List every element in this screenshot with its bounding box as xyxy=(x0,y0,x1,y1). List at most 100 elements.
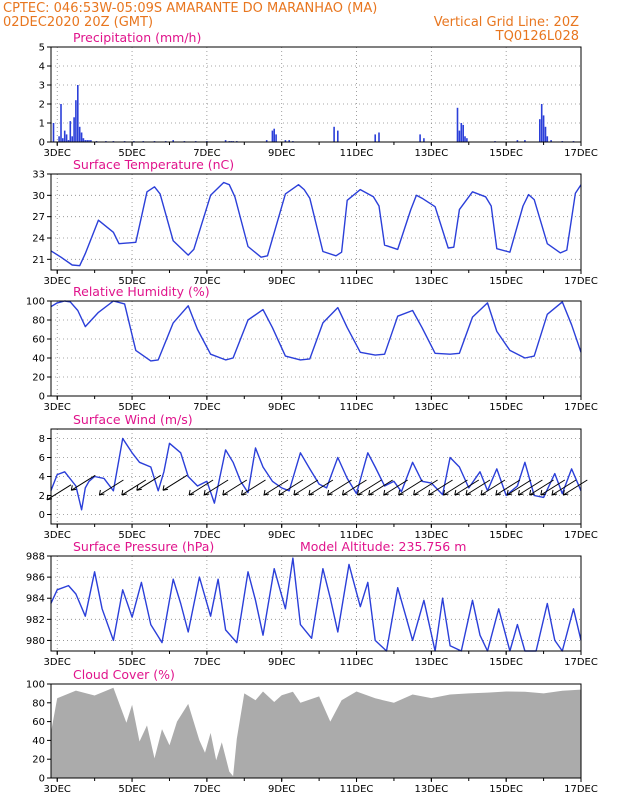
wind-arrow-head xyxy=(188,489,195,496)
rh-ytick-label: 20 xyxy=(32,373,45,384)
precip-ytick-label: 3 xyxy=(39,81,45,92)
wind-series-line xyxy=(50,437,582,511)
rh-ytick-label: 80 xyxy=(32,316,45,327)
precip-ytick-label: 0 xyxy=(39,138,45,149)
wind-arrow-head xyxy=(398,489,404,496)
precip-bar xyxy=(82,138,85,142)
wind-ytick-label: 0 xyxy=(39,510,45,521)
wind-arrow xyxy=(428,479,453,496)
wind-arrow-head xyxy=(480,489,487,496)
wind-arrow-head xyxy=(413,489,419,496)
precip-bar xyxy=(466,138,468,142)
cloud-xtick-label: 9DEC xyxy=(268,784,295,795)
pres-xtick-label: 11DEC xyxy=(340,657,374,668)
rh-panel: 0 20 40 60 80 100 3DEC 5DEC 7DEC 9DEC 11DEC 13DEC 15… xyxy=(26,284,598,413)
pres-xtick-label: 15DEC xyxy=(489,657,523,668)
cloud-xtick-label: 17DEC xyxy=(564,784,598,795)
precip-ytick-label: 2 xyxy=(39,100,45,111)
wind-arrow xyxy=(188,479,214,496)
wind-arrow xyxy=(454,479,480,496)
wind-arrow-head xyxy=(529,489,535,496)
wind-arrow-head xyxy=(368,489,374,496)
wind-arrow-head xyxy=(308,489,314,496)
wind-arrow xyxy=(278,479,304,496)
pres-subtitle: Model Altitude: 235.756 m xyxy=(300,539,466,554)
cloud-ytick-label: 60 xyxy=(32,717,45,728)
cloud-xtick-label: 15DEC xyxy=(489,784,523,795)
wind-arrow xyxy=(529,479,554,496)
wind-arrow xyxy=(551,479,577,496)
pres-xtick-label: 3DEC xyxy=(44,657,71,668)
rh-ytick-label: 40 xyxy=(32,354,45,365)
wind-xtick-label: 9DEC xyxy=(268,530,295,541)
temp-ytick-label: 27 xyxy=(32,212,45,223)
cloud-xtick-label: 3DEC xyxy=(44,784,71,795)
wind-arrow-head xyxy=(278,489,284,496)
wind-arrow xyxy=(465,479,491,496)
precip-title: Precipitation (mm/h) xyxy=(73,30,201,45)
pres-ytick-label: 988 xyxy=(26,552,45,563)
precip-bar xyxy=(71,136,73,142)
pres-series-line xyxy=(50,557,582,652)
wind-arrow-head xyxy=(70,485,77,491)
cloud-ytick-label: 0 xyxy=(39,774,45,785)
temp-title: Surface Temperature (nC) xyxy=(73,157,234,172)
temp-series-line xyxy=(50,181,582,267)
header-location: CPTEC: 046:53W-05:09S AMARANTE DO MARANH… xyxy=(3,1,377,16)
temp-xtick-label: 9DEC xyxy=(268,276,295,287)
precip-bar xyxy=(78,126,81,142)
precip-bar xyxy=(172,140,174,142)
wind-xtick-label: 11DEC xyxy=(340,530,374,541)
precip-frame xyxy=(50,46,582,143)
precip-bar xyxy=(337,130,339,142)
precip-bar xyxy=(423,138,425,142)
wind-arrow xyxy=(99,479,124,496)
temp-ytick-label: 33 xyxy=(32,170,45,181)
precip-bar xyxy=(544,126,547,142)
precip-bar xyxy=(80,132,83,142)
precip-bar xyxy=(65,134,68,142)
precip-bar xyxy=(273,128,275,142)
temp-xtick-label: 11DEC xyxy=(340,276,374,287)
wind-arrow-head xyxy=(517,489,524,496)
pres-ytick-label: 986 xyxy=(26,573,45,584)
rh-title: Relative Humidity (%) xyxy=(73,284,210,299)
precip-bar xyxy=(75,100,77,142)
wind-arrow xyxy=(540,479,566,496)
wind-panel: 0 2 4 6 8 3DEC 5DEC 7DEC 9DEC 11DEC 13DEC 15DEC 17DE… xyxy=(39,412,598,541)
rh-xtick-label: 7DEC xyxy=(193,402,220,413)
cloud-xtick-label: 5DEC xyxy=(118,784,145,795)
temp-xtick-label: 7DEC xyxy=(193,276,220,287)
wind-ytick-label: 8 xyxy=(39,434,45,445)
wind-arrow-head xyxy=(222,489,228,496)
wind-arrow-head xyxy=(203,489,210,496)
wind-arrow xyxy=(506,479,532,496)
wind-arrow-head xyxy=(241,489,247,496)
temp-ytick-label: 24 xyxy=(32,234,45,245)
wind-xtick-label: 13DEC xyxy=(414,530,448,541)
rh-xtick-label: 17DEC xyxy=(564,402,598,413)
wind-arrow xyxy=(203,479,229,496)
wind-arrow xyxy=(495,479,521,496)
rh-ytick-label: 0 xyxy=(39,392,45,403)
wind-arrow-head xyxy=(136,485,142,491)
precip-bar xyxy=(516,140,519,142)
cloud-ytick-label: 80 xyxy=(32,698,45,709)
wind-xtick-label: 3DEC xyxy=(44,530,71,541)
precip-bar xyxy=(462,124,464,142)
precip-bar xyxy=(458,130,461,142)
temp-ytick-label: 21 xyxy=(32,255,45,266)
wind-ytick-label: 2 xyxy=(39,491,45,502)
precip-bar xyxy=(63,130,66,142)
precip-bar xyxy=(288,140,290,142)
precip-bar xyxy=(550,140,552,142)
rh-frame xyxy=(50,300,582,397)
wind-arrow xyxy=(263,479,289,496)
precip-bar xyxy=(265,140,268,142)
wind-arrow xyxy=(563,479,588,496)
precip-bar xyxy=(524,140,526,142)
precip-bar xyxy=(275,134,277,142)
precip-bar xyxy=(546,136,549,142)
cloud-xtick-label: 11DEC xyxy=(340,784,374,795)
